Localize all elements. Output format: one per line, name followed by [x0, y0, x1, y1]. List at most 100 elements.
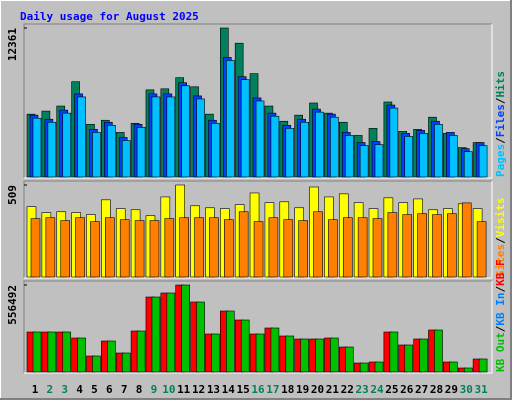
bar [179, 217, 189, 278]
bar [255, 333, 265, 373]
x-tick-label: 3 [61, 383, 68, 396]
bar [372, 218, 383, 278]
x-tick-label: 8 [136, 383, 143, 396]
bar [226, 60, 235, 178]
bar [47, 331, 57, 373]
y-tick-label: 556492 [6, 285, 19, 325]
bar [463, 151, 473, 178]
bar [240, 319, 250, 373]
bar [419, 133, 428, 178]
bar [404, 344, 414, 373]
x-tick-label: 14 [222, 383, 236, 396]
bar [107, 125, 116, 178]
x-tick-label: 11 [177, 383, 191, 396]
legend-entry: Visits [494, 198, 507, 238]
x-tick-label: 4 [76, 383, 83, 396]
bar [387, 212, 398, 278]
bar [194, 217, 204, 278]
bar [434, 123, 443, 178]
bar [60, 220, 71, 278]
legend: Sites/Visits [494, 198, 507, 278]
x-tick-label: 12 [192, 383, 205, 396]
bar [374, 144, 384, 178]
x-tick-label: 26 [400, 383, 414, 396]
x-tick-label: 24 [370, 383, 384, 396]
bar [226, 310, 235, 373]
bar [342, 217, 353, 278]
plot-frame [24, 281, 493, 374]
x-tick-label: 1 [32, 383, 39, 396]
x-tick-label: 17 [266, 383, 279, 396]
bar [196, 301, 205, 373]
legend-entry: KB In [494, 293, 507, 326]
bar [121, 352, 131, 373]
x-tick-label: 9 [151, 383, 158, 396]
bar [211, 122, 220, 178]
x-tick-label: 30 [460, 383, 473, 396]
x-tick-label: 31 [474, 383, 488, 396]
bar [119, 219, 130, 278]
bar [270, 115, 280, 178]
x-tick-label: 21 [326, 383, 340, 396]
bar [166, 292, 176, 373]
legend-entry: KB Out [494, 332, 507, 372]
bar [90, 221, 100, 278]
bar [298, 220, 308, 278]
bar [389, 107, 399, 178]
x-tick-label: 28 [430, 383, 443, 396]
bar [419, 338, 428, 373]
bar [389, 331, 399, 373]
bar [270, 327, 280, 373]
legend-separator: / [494, 237, 507, 244]
plot-frame [23, 180, 492, 278]
bar [285, 128, 295, 178]
bar [240, 79, 250, 178]
bar [253, 221, 264, 278]
bar [315, 111, 324, 178]
bar [30, 218, 41, 278]
bar [255, 100, 265, 178]
legend-separator: / [494, 325, 507, 332]
bar [62, 112, 72, 178]
bar [357, 217, 368, 278]
x-tick-label: 7 [121, 383, 128, 396]
bar [449, 361, 458, 373]
legend-entry: Files [494, 104, 507, 137]
x-tick-label: 6 [106, 383, 113, 396]
bar [285, 335, 295, 373]
bar [77, 337, 86, 373]
legend-separator: / [494, 286, 507, 293]
bar [478, 358, 488, 373]
bar [476, 221, 487, 278]
bar [77, 96, 86, 178]
bar [181, 85, 190, 178]
plot-frame [24, 24, 493, 179]
bar [149, 220, 160, 278]
bar [447, 213, 457, 278]
bar [402, 214, 413, 278]
bar [47, 121, 57, 178]
plot-frame [23, 280, 492, 373]
bar [196, 98, 205, 178]
bar [45, 217, 56, 278]
bar [268, 217, 279, 278]
x-tick-label: 27 [415, 383, 428, 396]
bar [164, 218, 175, 278]
bar [105, 217, 115, 278]
plot-frame [24, 181, 493, 279]
legend: KB Out/KB In/KB F [494, 259, 507, 372]
x-tick-label: 18 [281, 383, 294, 396]
bar [136, 330, 146, 373]
x-tick-label: 22 [341, 383, 354, 396]
x-tick-label: 2 [47, 383, 54, 396]
bar [166, 96, 176, 178]
bar [315, 338, 324, 373]
bar [224, 219, 234, 278]
bar [359, 362, 369, 373]
legend-entry: Pages [494, 144, 507, 177]
bar [32, 331, 42, 373]
bar [238, 211, 249, 278]
bar [92, 132, 101, 178]
